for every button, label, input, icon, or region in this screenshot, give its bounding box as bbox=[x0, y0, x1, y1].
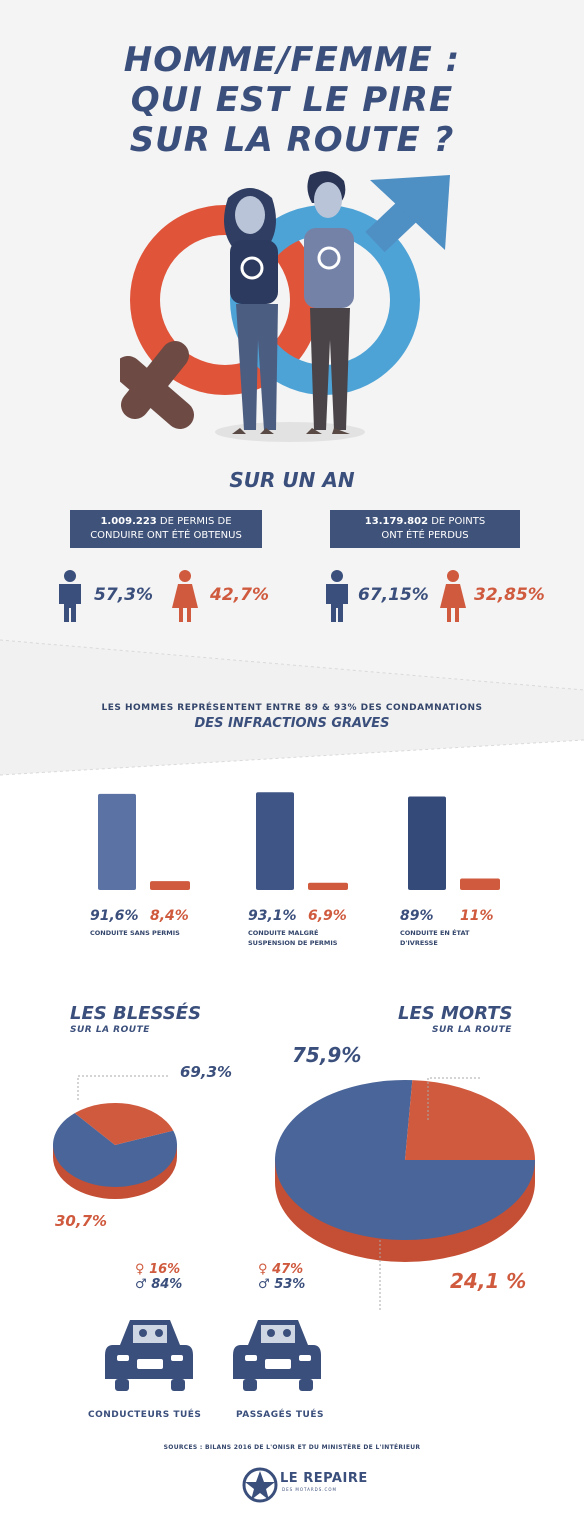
woman-mini-icon: ♀ bbox=[258, 1262, 273, 1277]
deaths-subtitle: SUR LA ROUTE bbox=[432, 1025, 512, 1035]
passengers-label: PASSAGÉS TUÉS bbox=[236, 1410, 324, 1420]
points-text-2: ONT ÉTÉ PERDUS bbox=[381, 530, 469, 541]
injured-women-label: 30,7% bbox=[55, 1212, 107, 1230]
drivers-women-pct: 16% bbox=[149, 1262, 181, 1277]
infractions-line-1: LES HOMMES REPRÉSENTENT ENTRE 89 & 93% D… bbox=[101, 703, 483, 713]
drivers-stats: ♀ 16% ♂ 84% bbox=[135, 1262, 182, 1292]
bar-women bbox=[150, 881, 190, 890]
bar-men bbox=[98, 793, 136, 890]
pie-charts: 69,3% 30,7% 75,9% 24,1 % bbox=[52, 1043, 535, 1310]
title-line-1: HOMME/FEMME : bbox=[123, 40, 461, 80]
logo-tagline: DES MOTARDS.COM bbox=[282, 1487, 337, 1492]
permits-box: 1.009.223 DE PERMIS DE CONDUIRE ONT ÉTÉ … bbox=[70, 510, 262, 548]
category-label: D'IVRESSE bbox=[400, 939, 438, 947]
drivers-label: CONDUCTEURS TUÉS bbox=[88, 1410, 202, 1420]
category-label: CONDUITE MALGRÉ bbox=[248, 928, 318, 937]
man-figure-icon bbox=[304, 171, 354, 434]
bar-men-label: 89% bbox=[400, 908, 434, 924]
bar-women-label: 6,9% bbox=[308, 908, 347, 924]
man-icon bbox=[326, 570, 348, 622]
permits-text-2: CONDUIRE ONT ÉTÉ OBTENUS bbox=[90, 530, 242, 541]
pie-injured bbox=[52, 1103, 178, 1199]
logo-name: LE REPAIRE bbox=[280, 1471, 368, 1486]
deaths-men-label: 75,9% bbox=[292, 1043, 361, 1067]
infractions-line-2: DES INFRACTIONS GRAVES bbox=[194, 716, 390, 731]
passengers-men-pct: 53% bbox=[274, 1277, 306, 1292]
bar-men bbox=[256, 792, 294, 890]
man-icon bbox=[59, 570, 81, 622]
woman-mini-icon: ♀ bbox=[135, 1262, 150, 1277]
category-label: CONDUITE SANS PERMIS bbox=[90, 929, 180, 937]
page-title: HOMME/FEMME : QUI EST LE PIRE SUR LA ROU… bbox=[0, 40, 584, 160]
injured-men-label: 69,3% bbox=[180, 1063, 232, 1081]
points-text: DE POINTS bbox=[428, 516, 486, 527]
car-drivers-icon bbox=[105, 1320, 193, 1391]
permits-women-pct: 42,7% bbox=[210, 585, 269, 605]
category-label: SUSPENSION DE PERMIS bbox=[248, 939, 338, 947]
logo: LE REPAIRE DES MOTARDS.COM bbox=[240, 1465, 370, 1505]
leader-line bbox=[379, 1240, 381, 1310]
woman-figure-icon bbox=[224, 188, 278, 434]
points-number: 13.179.802 bbox=[364, 516, 429, 527]
injured-title: LES BLESSÉS bbox=[70, 1003, 202, 1024]
bar-men bbox=[408, 796, 446, 890]
woman-icon bbox=[440, 570, 466, 622]
permits-text: DE PERMIS DE bbox=[156, 516, 232, 527]
bar-women bbox=[460, 878, 500, 890]
bar-men-label: 91,6% bbox=[90, 908, 139, 924]
sources: SOURCES : BILANS 2016 DE L'ONISR ET DU M… bbox=[163, 1444, 421, 1451]
pie-slice bbox=[52, 1113, 178, 1187]
title-line-2: QUI EST LE PIRE bbox=[130, 80, 454, 120]
passengers-stats: ♀ 47% ♂ 53% bbox=[258, 1262, 305, 1292]
bar-women-label: 11% bbox=[460, 908, 494, 924]
category-label: CONDUITE EN ÉTAT bbox=[400, 928, 470, 937]
deaths-title: LES MORTS bbox=[398, 1003, 513, 1024]
leader-line bbox=[427, 1077, 480, 1120]
bar-women bbox=[308, 882, 348, 890]
points-men-pct: 67,15% bbox=[358, 585, 429, 605]
permits-number: 1.009.223 bbox=[100, 516, 157, 527]
pie-slice bbox=[405, 1080, 535, 1160]
woman-icon bbox=[172, 570, 198, 622]
points-women-pct: 32,85% bbox=[474, 585, 545, 605]
man-mini-icon: ♂ bbox=[258, 1277, 275, 1292]
permits-men-pct: 57,3% bbox=[94, 585, 153, 605]
car-passengers-icon bbox=[233, 1320, 321, 1391]
logo-star-icon bbox=[242, 1467, 278, 1503]
bar-men-label: 93,1% bbox=[248, 908, 297, 924]
pie-deaths bbox=[275, 1080, 535, 1262]
deaths-women-label: 24,1 % bbox=[450, 1269, 526, 1293]
leader-line bbox=[77, 1075, 170, 1100]
man-mini-icon: ♂ bbox=[135, 1277, 152, 1292]
injured-subtitle: SUR LA ROUTE bbox=[70, 1025, 150, 1035]
passengers-women-pct: 47% bbox=[272, 1262, 304, 1277]
infractions-bar-chart: 91,6% 8,4% CONDUITE SANS PERMIS 93,1% 6,9% CO… bbox=[90, 792, 500, 947]
hero-illustration bbox=[120, 171, 450, 442]
drivers-men-pct: 84% bbox=[151, 1277, 183, 1292]
bar-women-label: 8,4% bbox=[150, 908, 189, 924]
pie-slice bbox=[74, 1103, 174, 1145]
points-box: 13.179.802 DE POINTS ONT ÉTÉ PERDUS bbox=[330, 510, 520, 548]
year-heading: SUR UN AN bbox=[229, 468, 355, 492]
title-line-3: SUR LA ROUTE ? bbox=[129, 120, 455, 160]
